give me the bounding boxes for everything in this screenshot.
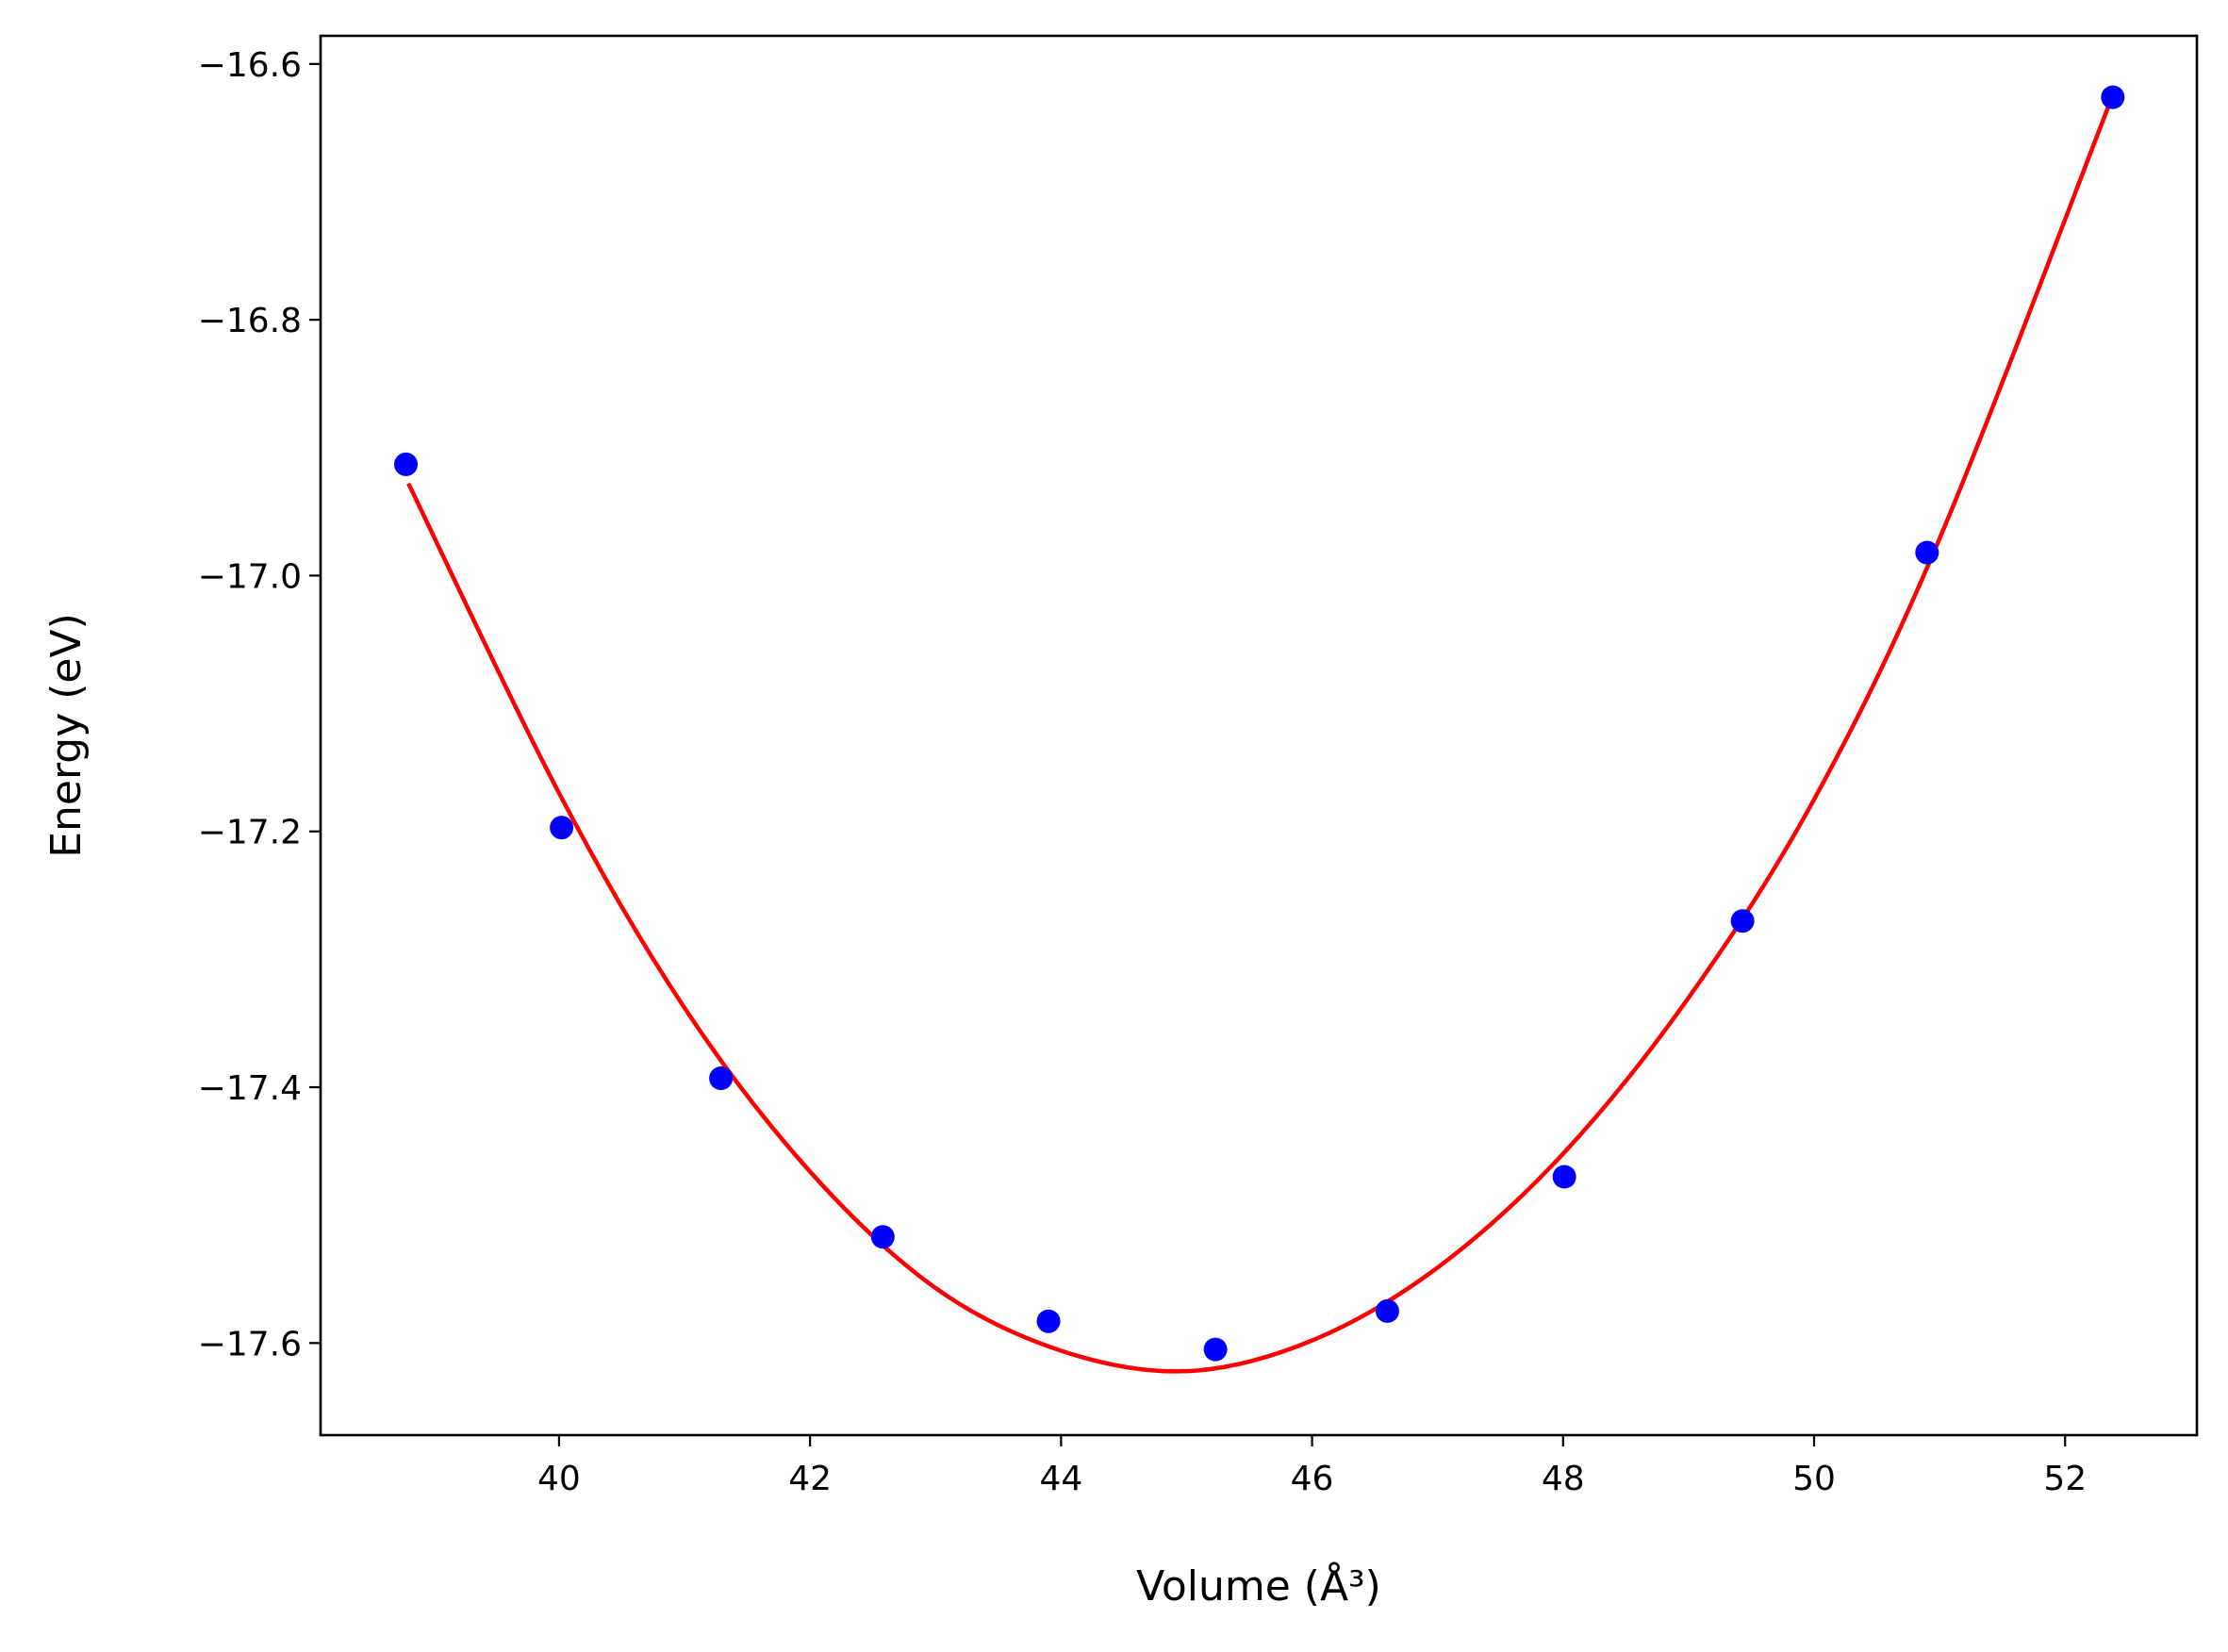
- y-axis-label: Energy (eV): [42, 613, 91, 858]
- y-tick-label: −17.0: [198, 557, 302, 596]
- data-point: [1375, 1298, 1399, 1323]
- data-point: [1915, 540, 1939, 565]
- x-tick-label: 40: [537, 1460, 581, 1498]
- x-axis-label: Volume (Å³): [1136, 1561, 1381, 1611]
- x-tick-label: 48: [1542, 1460, 1585, 1498]
- x-tick-label: 42: [788, 1460, 832, 1498]
- x-tick-label: 52: [2043, 1460, 2087, 1498]
- data-point: [870, 1225, 895, 1249]
- y-tick-label: −17.6: [198, 1325, 302, 1363]
- x-tick-label: 50: [1792, 1460, 1836, 1498]
- y-tick-label: −16.8: [198, 302, 302, 340]
- data-point: [2101, 85, 2125, 109]
- data-point: [394, 452, 419, 476]
- x-tick-label: 44: [1039, 1460, 1082, 1498]
- y-tick-label: −17.4: [198, 1069, 302, 1108]
- data-point: [550, 816, 574, 840]
- fit-curve: [406, 104, 2111, 1374]
- data-point: [1730, 909, 1755, 933]
- y-tick-label: −17.2: [198, 814, 302, 852]
- data-point: [1036, 1309, 1061, 1333]
- y-tick-label: −16.6: [198, 46, 302, 85]
- x-tick-label: 46: [1291, 1460, 1334, 1498]
- data-point: [709, 1066, 734, 1091]
- plot-frame: [319, 34, 2199, 1437]
- data-point: [1203, 1337, 1228, 1362]
- data-point: [1552, 1165, 1576, 1189]
